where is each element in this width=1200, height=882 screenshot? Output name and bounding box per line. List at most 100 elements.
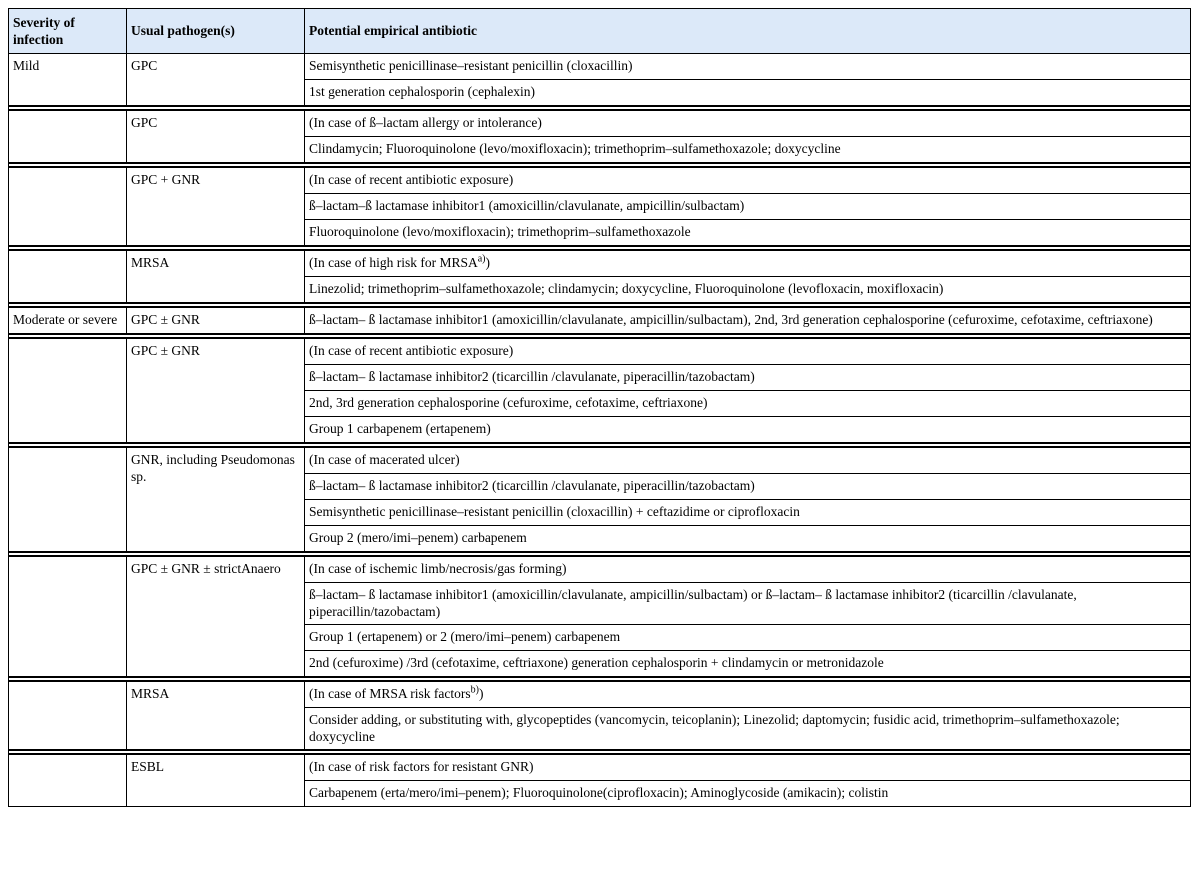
table-row: Mild GPC Semisynthetic penicillinase–resis… xyxy=(8,53,1191,107)
table-row: 2nd, 3rd generation cephalosporine (cefu… xyxy=(9,390,1191,417)
pathogen-cell: GPC xyxy=(126,53,305,107)
antibiotic-cell: (In case of macerated ulcer) xyxy=(304,446,1191,474)
table-row: MRSA (In case of MRSA risk factorsb)) xyxy=(8,680,1191,751)
antibiotic-text: Semisynthetic penicillinase–resistant pe… xyxy=(309,58,633,73)
table-row: GNR, including Pseudomonas sp. (In case o… xyxy=(8,446,1191,553)
antibiotic-cell: ß–lactam– ß lactamase inhibitor2 (ticarc… xyxy=(304,473,1191,500)
antibiotic-text: ß–lactam– ß lactamase inhibitor2 (ticarc… xyxy=(309,369,755,384)
antibiotic-text: (In case of recent antibiotic exposure) xyxy=(309,343,514,358)
header-pathogen: Usual pathogen(s) xyxy=(126,8,305,54)
pathogen-cell: MRSA xyxy=(126,680,305,751)
antibiotic-cell: Group 1 (ertapenem) or 2 (mero/imi–penem… xyxy=(304,624,1191,651)
pathogen-cell: MRSA xyxy=(126,249,305,304)
antibiotic-table: Severity of infection Usual pathogen(s) … xyxy=(8,8,1191,807)
antibiotic-text: Fluoroquinolone (levo/moxifloxacin); tri… xyxy=(309,224,691,239)
table-row: ß–lactam– ß lactamase inhibitor1 (amoxic… xyxy=(9,582,1191,625)
group-separator xyxy=(8,551,1191,557)
antibiotic-cell: ß–lactam– ß lactamase inhibitor1 (amoxic… xyxy=(304,582,1191,625)
antibiotic-text: (In case of risk factors for resistant G… xyxy=(309,759,534,774)
closing-paren: ) xyxy=(478,686,484,701)
antibiotic-cell: Consider adding, or substituting with, g… xyxy=(304,707,1191,751)
table-row: Carbapenem (erta/mero/imi–penem); Fluoro… xyxy=(9,780,1191,807)
antibiotic-cell: Semisynthetic penicillinase–resistant pe… xyxy=(304,53,1191,80)
header-severity: Severity of infection xyxy=(8,8,127,54)
table-row: GPC + GNR (In case of recent antibiotic e… xyxy=(8,166,1191,247)
group-separator xyxy=(8,162,1191,168)
antibiotic-text: ß–lactam–ß lactamase inhibitor1 (amoxici… xyxy=(309,198,745,213)
table-row: Group 2 (mero/imi–penem) carbapenem xyxy=(9,525,1191,553)
antibiotic-text: Consider adding, or substituting with, g… xyxy=(309,712,1120,744)
separator-cell xyxy=(8,749,1191,755)
closing-paren: ) xyxy=(485,255,491,270)
separator-cell xyxy=(8,676,1191,682)
table-row: ESBL (In case of risk factors for resista… xyxy=(8,753,1191,807)
antibiotic-text: Clindamycin; Fluoroquinolone (levo/moxif… xyxy=(309,141,841,156)
antibiotic-cell: ß–lactam– ß lactamase inhibitor2 (ticarc… xyxy=(304,364,1191,391)
separator-cell xyxy=(8,105,1191,111)
header-antibiotic: Potential empirical antibiotic xyxy=(304,8,1191,54)
antibiotic-cell: (In case of MRSA risk factorsb)) xyxy=(304,680,1191,708)
separator-cell xyxy=(8,442,1191,448)
antibiotic-text: (In case of ischemic limb/necrosis/gas f… xyxy=(309,561,567,576)
table-row: Clindamycin; Fluoroquinolone (levo/moxif… xyxy=(9,136,1191,164)
antibiotic-text: ß–lactam– ß lactamase inhibitor2 (ticarc… xyxy=(309,478,755,493)
antibiotic-cell: Clindamycin; Fluoroquinolone (levo/moxif… xyxy=(304,136,1191,164)
table-row: ß–lactam– ß lactamase inhibitor2 (ticarc… xyxy=(9,473,1191,500)
antibiotic-text: (In case of macerated ulcer) xyxy=(309,452,460,467)
separator-cell xyxy=(8,162,1191,168)
antibiotic-cell: Semisynthetic penicillinase–resistant pe… xyxy=(304,499,1191,526)
table-body: Mild GPC Semisynthetic penicillinase–resis… xyxy=(8,53,1191,807)
severity-cell xyxy=(8,680,127,751)
antibiotic-text: 2nd (cefuroxime) /3rd (cefotaxime, ceftr… xyxy=(309,655,884,670)
separator-cell xyxy=(8,333,1191,339)
table-row: ß–lactam–ß lactamase inhibitor1 (amoxici… xyxy=(9,193,1191,220)
pathogen-cell: GNR, including Pseudomonas sp. xyxy=(126,446,305,553)
table-row: Linezolid; trimethoprim–sulfamethoxazole… xyxy=(9,276,1191,304)
antibiotic-cell: Linezolid; trimethoprim–sulfamethoxazole… xyxy=(304,276,1191,304)
antibiotic-text: Group 1 carbapenem (ertapenem) xyxy=(309,421,491,436)
severity-cell: Mild xyxy=(8,53,127,107)
group-separator xyxy=(8,333,1191,339)
antibiotic-cell: Group 1 carbapenem (ertapenem) xyxy=(304,416,1191,444)
severity-cell xyxy=(8,753,127,807)
antibiotic-cell: 2nd (cefuroxime) /3rd (cefotaxime, ceftr… xyxy=(304,650,1191,678)
group-separator xyxy=(8,105,1191,111)
pathogen-cell: GPC ± GNR ± strictAnaero xyxy=(126,555,305,678)
group-separator xyxy=(8,245,1191,251)
antibiotic-cell: (In case of ischemic limb/necrosis/gas f… xyxy=(304,555,1191,583)
footnote-marker: b) xyxy=(470,684,479,696)
antibiotic-text: ß–lactam– ß lactamase inhibitor1 (amoxic… xyxy=(309,587,1077,619)
antibiotic-cell: Fluoroquinolone (levo/moxifloxacin); tri… xyxy=(304,219,1191,247)
antibiotic-cell: ß–lactam–ß lactamase inhibitor1 (amoxici… xyxy=(304,193,1191,220)
table-row: GPC ± GNR (In case of recent antibiotic e… xyxy=(8,337,1191,444)
table-row: Moderate or severe GPC ± GNR ß–lactam– ß l… xyxy=(8,306,1191,335)
antibiotic-text: Semisynthetic penicillinase–resistant pe… xyxy=(309,504,800,519)
footnote-marker: a) xyxy=(477,253,486,265)
table-row: Semisynthetic penicillinase–resistant pe… xyxy=(9,499,1191,526)
antibiotic-cell: 2nd, 3rd generation cephalosporine (cefu… xyxy=(304,390,1191,417)
antibiotic-text: 2nd, 3rd generation cephalosporine (cefu… xyxy=(309,395,708,410)
antibiotic-cell: Group 2 (mero/imi–penem) carbapenem xyxy=(304,525,1191,553)
table-row: Consider adding, or substituting with, g… xyxy=(9,707,1191,751)
table-row: Fluoroquinolone (levo/moxifloxacin); tri… xyxy=(9,219,1191,247)
antibiotic-text: Linezolid; trimethoprim–sulfamethoxazole… xyxy=(309,281,944,296)
group-separator xyxy=(8,302,1191,308)
antibiotic-cell: (In case of risk factors for resistant G… xyxy=(304,753,1191,781)
group-separator xyxy=(8,749,1191,755)
pathogen-cell: GPC ± GNR xyxy=(126,306,305,335)
severity-cell xyxy=(8,337,127,444)
antibiotic-cell: ß–lactam– ß lactamase inhibitor1 (amoxic… xyxy=(304,306,1191,335)
antibiotic-text: ß–lactam– ß lactamase inhibitor1 (amoxic… xyxy=(309,312,1153,327)
antibiotic-text: Carbapenem (erta/mero/imi–penem); Fluoro… xyxy=(309,785,889,800)
separator-cell xyxy=(8,245,1191,251)
antibiotic-text: (In case of ß–lactam allergy or intolera… xyxy=(309,115,542,130)
antibiotic-cell: (In case of recent antibiotic exposure) xyxy=(304,337,1191,365)
antibiotic-text: (In case of MRSA risk factors xyxy=(309,686,471,701)
severity-cell xyxy=(8,249,127,304)
antibiotic-cell: 1st generation cephalosporin (cephalexin… xyxy=(304,79,1191,107)
group-separator xyxy=(8,676,1191,682)
severity-cell xyxy=(8,166,127,247)
antibiotic-text: (In case of recent antibiotic exposure) xyxy=(309,172,514,187)
pathogen-cell: ESBL xyxy=(126,753,305,807)
antibiotic-cell: Carbapenem (erta/mero/imi–penem); Fluoro… xyxy=(304,780,1191,807)
